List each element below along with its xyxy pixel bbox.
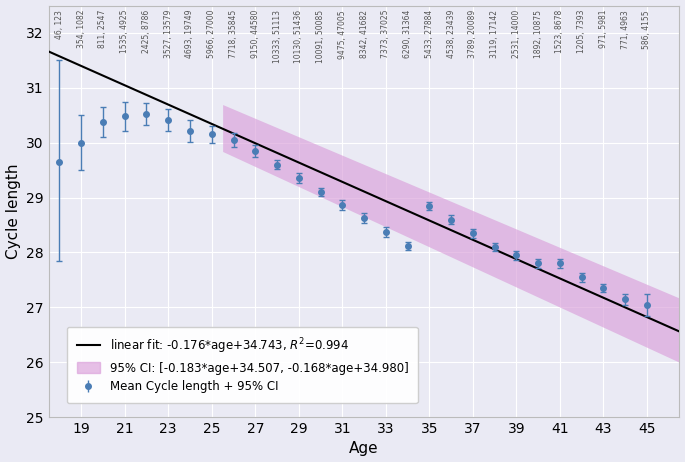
Text: 354, 1082: 354, 1082 <box>77 10 86 49</box>
Text: 971, 5981: 971, 5981 <box>599 10 608 49</box>
Text: 7718, 35845: 7718, 35845 <box>229 10 238 58</box>
Text: 10333, 51113: 10333, 51113 <box>273 10 282 63</box>
Text: 7373, 37025: 7373, 37025 <box>382 10 390 59</box>
Text: 46, 123: 46, 123 <box>55 10 64 39</box>
X-axis label: Age: Age <box>349 442 379 456</box>
Text: 1535, 4925: 1535, 4925 <box>121 10 129 54</box>
Text: 10130, 51436: 10130, 51436 <box>295 10 303 63</box>
Text: 2425, 8786: 2425, 8786 <box>142 10 151 53</box>
Text: 8342, 41682: 8342, 41682 <box>360 10 369 58</box>
Text: 3527, 13579: 3527, 13579 <box>164 10 173 58</box>
Text: 6290, 31364: 6290, 31364 <box>403 10 412 58</box>
Text: 5966, 27000: 5966, 27000 <box>208 10 216 59</box>
Text: 4693, 19749: 4693, 19749 <box>186 10 195 59</box>
Text: 3119, 17142: 3119, 17142 <box>490 10 499 58</box>
Legend: linear fit: -0.176*age+34.743, $R^2$=0.994, 95% CI: [-0.183*age+34.507, -0.168*a: linear fit: -0.176*age+34.743, $R^2$=0.9… <box>67 327 418 403</box>
Text: 2531, 14000: 2531, 14000 <box>512 10 521 58</box>
Text: 5433, 27884: 5433, 27884 <box>425 10 434 58</box>
Text: 10091, 50085: 10091, 50085 <box>316 10 325 63</box>
Text: 4538, 23439: 4538, 23439 <box>447 10 456 58</box>
Text: 1205, 7393: 1205, 7393 <box>577 10 586 54</box>
Text: 9475, 47005: 9475, 47005 <box>338 10 347 59</box>
Text: 811, 2547: 811, 2547 <box>99 10 108 49</box>
Text: 9150, 44580: 9150, 44580 <box>251 10 260 58</box>
Y-axis label: Cycle length: Cycle length <box>5 164 21 259</box>
Text: 771, 4963: 771, 4963 <box>621 10 630 49</box>
Text: 1892, 10875: 1892, 10875 <box>534 10 543 58</box>
Text: 586, 4155: 586, 4155 <box>643 10 651 49</box>
Text: 1523, 8678: 1523, 8678 <box>556 10 564 53</box>
Text: 3789, 20089: 3789, 20089 <box>469 10 477 58</box>
